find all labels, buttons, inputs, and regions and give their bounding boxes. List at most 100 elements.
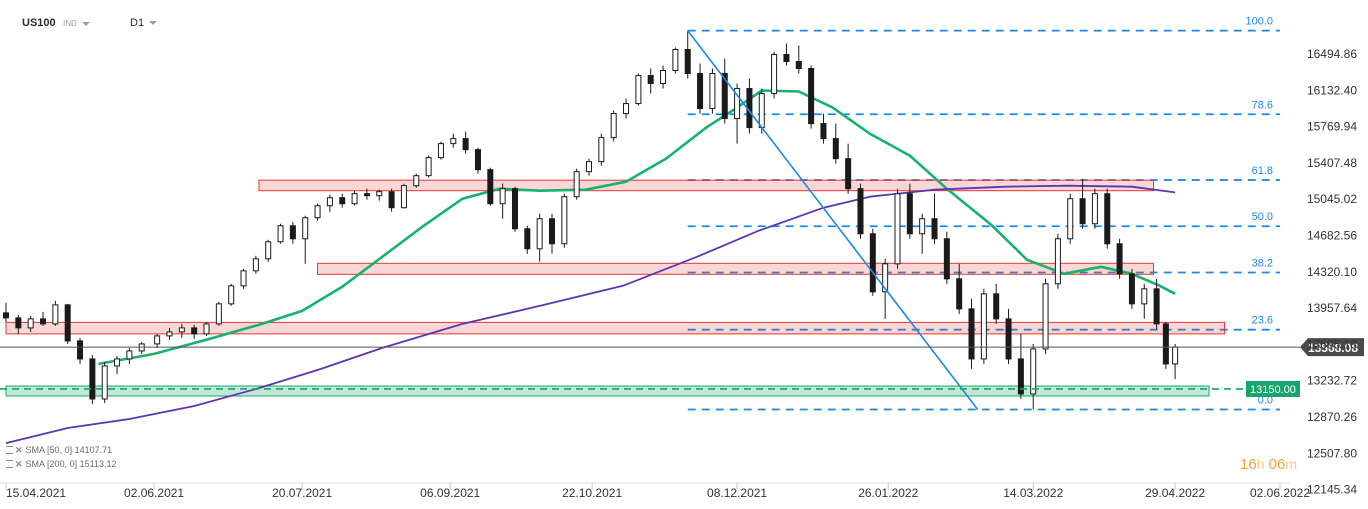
- countdown-hours: 16: [1240, 456, 1257, 473]
- candle-bullish: [126, 350, 133, 360]
- candles-layer: [3, 30, 1179, 410]
- candle-bearish: [783, 53, 790, 62]
- symbol-text: US100: [22, 17, 56, 29]
- candle-bullish: [265, 241, 272, 260]
- x-tick-label: 02.06.2021: [124, 486, 184, 500]
- countdown-hours-unit: h: [1256, 456, 1265, 472]
- candle-bearish: [943, 238, 950, 280]
- candle-bearish: [462, 138, 469, 151]
- y-tick-label: 15407.48: [1307, 156, 1357, 170]
- candle-bearish: [845, 158, 852, 190]
- candle-bullish: [166, 331, 173, 337]
- candle-bearish: [968, 308, 975, 360]
- candle-countdown: 16h 06m: [1240, 456, 1297, 473]
- legend-sma-50[interactable]: ✕ SMA [50, 0] 14107.71: [6, 445, 112, 456]
- candle-bearish: [1017, 358, 1024, 395]
- candle-bearish: [474, 149, 481, 171]
- sma-200-line: [5, 184, 1176, 444]
- legend-sma-200-value: 15113.12: [79, 459, 117, 469]
- candle-bullish: [228, 285, 235, 305]
- candle-bullish: [660, 70, 667, 85]
- y-tick-label: 16132.40: [1307, 83, 1357, 97]
- y-tick-label: 12507.80: [1307, 446, 1357, 460]
- y-tick-label: 14320.10: [1307, 265, 1357, 279]
- fib-level-label: 38.2: [1252, 258, 1273, 270]
- list-icon: [6, 460, 13, 468]
- candle-bullish: [376, 191, 383, 197]
- zones-layer: [5, 179, 1225, 397]
- candle-bullish: [252, 258, 259, 272]
- candle-bearish: [869, 233, 876, 293]
- resistance-zone: [5, 321, 1225, 335]
- symbol-type-selector[interactable]: IND: [63, 19, 90, 28]
- x-axis: 15.04.2021 02.06.2021 20.07.2021 06.09.2021…: [5, 483, 1310, 500]
- candle-bullish: [437, 143, 444, 159]
- candle-bullish: [635, 75, 642, 105]
- candle-bullish: [52, 304, 59, 325]
- candle-bullish: [450, 138, 457, 145]
- candle-bullish: [561, 196, 568, 245]
- candle-bearish: [77, 340, 84, 360]
- chevron-down-icon: [81, 21, 90, 26]
- candle-bullish: [400, 185, 407, 209]
- legend-sma-200[interactable]: ✕ SMA [200, 0] 15113.12: [6, 459, 116, 470]
- candle-bullish: [919, 218, 926, 235]
- fib-level-label: 0.0: [1258, 395, 1273, 407]
- x-tick-label: 26.01.2022: [858, 486, 918, 500]
- x-tick-label: 02.06.2022: [1250, 486, 1310, 500]
- candle-bullish: [178, 327, 185, 333]
- timeframe-text: D1: [130, 17, 145, 29]
- candle-bearish: [832, 138, 839, 160]
- candle-bullish: [623, 103, 630, 115]
- price-lines-layer: 13568.08 13150.00: [0, 338, 1364, 397]
- candle-bearish: [1116, 243, 1123, 275]
- candle-bearish: [191, 327, 198, 335]
- y-tick-label: 12145.34: [1307, 483, 1357, 497]
- resistance-zone: [258, 179, 1155, 192]
- candle-bullish: [302, 217, 309, 240]
- candle-bullish: [1091, 193, 1098, 225]
- candle-bearish: [89, 358, 96, 400]
- trend-line: [687, 30, 979, 411]
- candle-bullish: [101, 365, 108, 400]
- timeframe-selector[interactable]: D1: [130, 17, 158, 29]
- candle-bullish: [734, 88, 741, 120]
- candle-bullish: [215, 303, 222, 325]
- countdown-minutes: 06: [1268, 456, 1286, 473]
- candle-bearish: [511, 188, 518, 230]
- candle-bearish: [40, 318, 47, 325]
- candle-bullish: [610, 113, 617, 139]
- close-icon[interactable]: ✕: [15, 445, 23, 455]
- candle-bullish: [894, 193, 901, 265]
- y-tick-label: 13595.18: [1307, 337, 1357, 351]
- candle-bullish: [598, 137, 605, 163]
- legend-sma-50-value: 14107.71: [74, 445, 113, 455]
- price-line-badge: [1246, 380, 1300, 397]
- x-tick-label: 15.04.2021: [6, 486, 66, 500]
- candle-bullish: [758, 93, 765, 129]
- x-tick-label: 14.03.2022: [1003, 486, 1063, 500]
- candle-bearish: [1079, 198, 1086, 225]
- y-tick-label: 16494.86: [1307, 47, 1357, 61]
- price-line-label: 13150.00: [1250, 384, 1296, 396]
- sma-50-line: [98, 89, 1176, 366]
- y-tick-label: 15045.02: [1307, 192, 1357, 206]
- x-tick-label: 06.09.2021: [420, 486, 480, 500]
- legend-sma-50-label: SMA [50, 0]: [25, 445, 73, 455]
- candle-bullish: [413, 175, 420, 187]
- symbol-label[interactable]: US100: [22, 17, 56, 29]
- candle-bearish: [1153, 288, 1160, 325]
- close-icon[interactable]: ✕: [15, 459, 23, 469]
- y-tick-label: 13957.64: [1307, 301, 1357, 315]
- candle-bearish: [820, 123, 827, 140]
- candle-bearish: [549, 218, 555, 245]
- candle-bearish: [647, 75, 654, 85]
- current-price-badge: [1300, 338, 1364, 357]
- symbol-type-text: IND: [63, 19, 77, 28]
- candle-bearish: [388, 191, 395, 209]
- candle-bullish: [154, 335, 161, 345]
- current-price-label: 13568.08: [1308, 341, 1358, 355]
- x-tick-label: 29.04.2022: [1145, 486, 1205, 500]
- candle-bullish: [1054, 238, 1061, 285]
